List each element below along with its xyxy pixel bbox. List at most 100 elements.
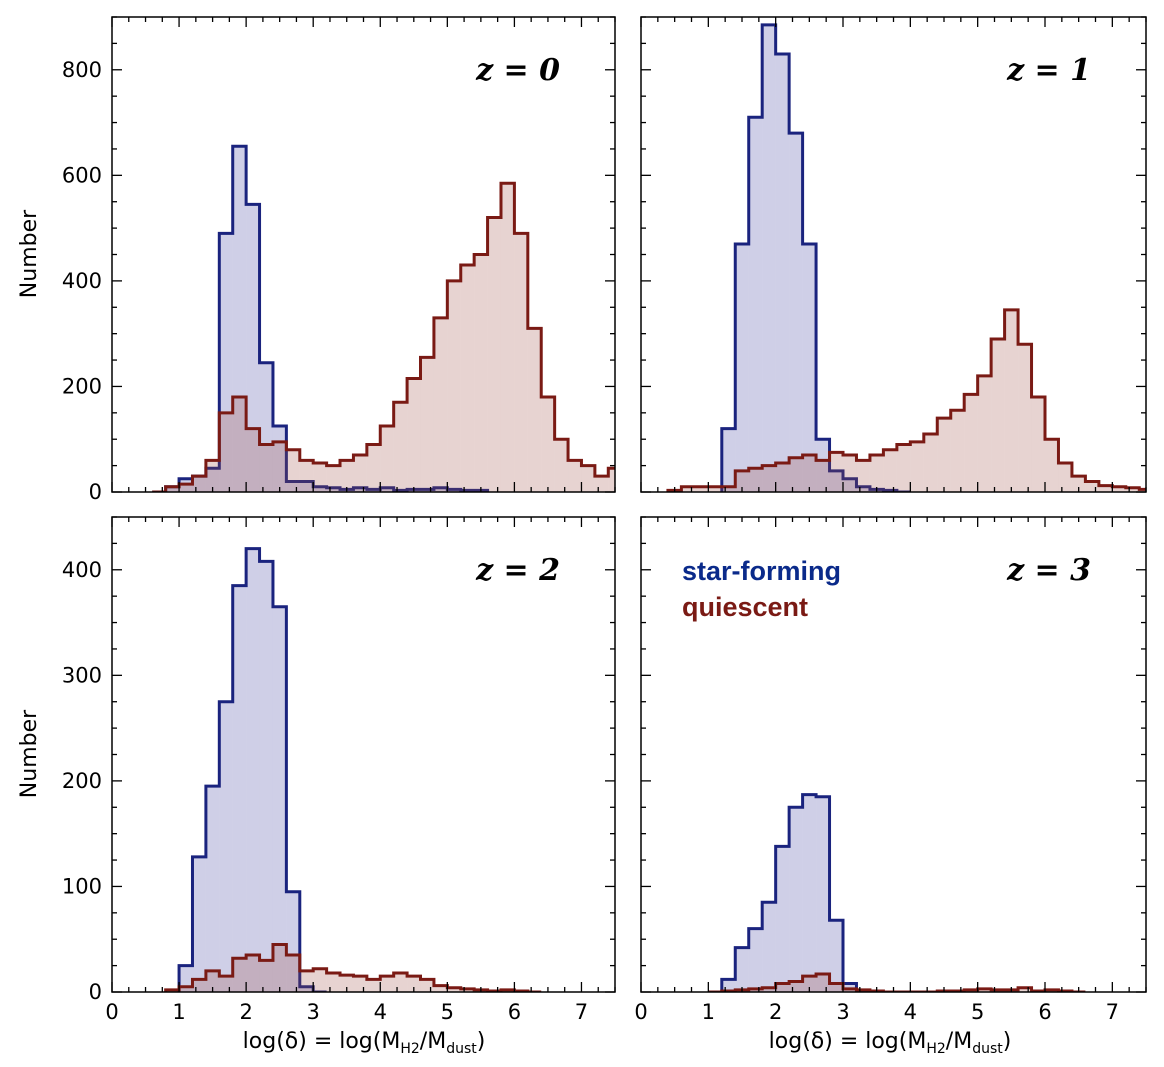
histogram-bar — [568, 460, 582, 492]
histogram-bar — [1071, 476, 1086, 492]
histogram-bar — [246, 428, 260, 492]
legend-quiescent: quiescent — [682, 592, 808, 622]
histogram-bar — [165, 486, 180, 492]
histogram-bar — [179, 484, 193, 492]
legend-star-forming: star-forming — [682, 556, 841, 586]
histogram-bar — [299, 970, 314, 992]
histogram-bar — [259, 444, 273, 492]
histogram-bar — [735, 243, 749, 492]
histogram-bar — [923, 433, 938, 492]
histogram-outline — [708, 793, 870, 992]
histogram-bar — [219, 976, 233, 992]
histogram-bar — [977, 988, 992, 992]
histogram-bar — [313, 968, 327, 992]
x-tick-label: 3 — [307, 1000, 320, 1024]
histogram-bar — [694, 486, 709, 492]
series-star-forming — [708, 793, 870, 992]
histogram-bar — [748, 468, 763, 492]
series-star-forming — [177, 547, 327, 992]
histogram-bar — [856, 486, 870, 492]
histogram-outline — [177, 547, 327, 992]
histogram-bar — [950, 410, 965, 492]
histogram-bar — [721, 428, 736, 492]
histogram-bar — [447, 280, 461, 492]
axes-frame — [640, 16, 1147, 493]
histogram-bar — [232, 585, 247, 992]
histogram-bar — [1058, 462, 1072, 492]
histogram-bar — [447, 987, 461, 992]
x-tick-label: 6 — [1038, 1000, 1051, 1024]
histogram-bar — [232, 146, 247, 492]
histogram-bar — [340, 460, 354, 492]
histogram-bar — [272, 606, 287, 992]
redshift-label: z = 2 — [475, 553, 560, 588]
histogram-bar — [816, 796, 830, 992]
histogram-bar — [366, 444, 381, 492]
histogram-bar — [313, 462, 327, 492]
histogram-bar — [816, 460, 830, 492]
histogram-bar — [1018, 987, 1032, 992]
histogram-bar — [286, 481, 300, 492]
histogram-bar — [179, 986, 193, 992]
histogram-bar — [246, 548, 260, 992]
x-tick-label: 4 — [374, 1000, 387, 1024]
histogram-bar — [380, 976, 394, 992]
histogram-bar — [1125, 487, 1140, 492]
histogram-bar — [420, 979, 434, 992]
histogram-bar — [977, 375, 992, 492]
histogram-bar — [299, 460, 314, 492]
histogram-bar — [286, 955, 300, 992]
histogram-bar — [313, 486, 327, 492]
histogram-bar — [554, 439, 569, 492]
histogram-bar — [487, 217, 501, 492]
x-tick-label: 2 — [239, 1000, 252, 1024]
histogram-bar — [829, 452, 843, 492]
histogram-bar — [232, 958, 247, 992]
histogram-bar — [407, 378, 421, 492]
histogram-bar — [353, 976, 367, 992]
histogram-bar — [246, 955, 260, 992]
x-tick-label: 0 — [634, 1000, 647, 1024]
histogram-bar — [608, 468, 615, 492]
plot-area — [708, 793, 1086, 992]
x-tick-label: 1 — [702, 1000, 715, 1024]
histogram-bar — [991, 338, 1005, 492]
histogram-bar — [460, 265, 475, 492]
histogram-bar — [272, 944, 287, 992]
histogram-bar — [326, 465, 341, 492]
y-axis-label-bottom: Number — [17, 709, 42, 798]
histogram-bar — [286, 891, 300, 992]
panel-bottom-right: 0 1 2 3 4 5 6 7 z = 3 — [634, 516, 1147, 1024]
histogram-bar — [829, 470, 843, 492]
histogram-bar — [219, 701, 233, 992]
x-tick-label: 5 — [441, 1000, 454, 1024]
histogram-bar — [232, 397, 247, 492]
histogram-bar — [353, 455, 367, 492]
histogram-bar — [407, 976, 421, 992]
histogram-bar — [829, 983, 843, 992]
redshift-label: z = 1 — [1006, 53, 1091, 88]
x-axis-label-left: log(δ) = log(MH2/Mdust) — [243, 1029, 486, 1057]
histogram-bar — [353, 487, 367, 492]
x-tick-label: 4 — [904, 1000, 917, 1024]
histogram-bar — [219, 412, 233, 492]
plot-area — [152, 144, 615, 492]
histogram-bar — [775, 462, 790, 492]
histogram-bar — [420, 357, 434, 492]
histogram-bar — [433, 317, 448, 492]
histogram-bar — [393, 402, 408, 492]
histogram-bar — [500, 183, 515, 492]
histogram-outline — [708, 972, 1086, 992]
y-tick-label: 200 — [62, 374, 102, 398]
histogram-bar — [594, 476, 609, 492]
x-tick-label: 7 — [575, 1000, 588, 1024]
histogram-bar — [843, 478, 857, 492]
histogram-bar — [165, 486, 180, 492]
histogram-bar — [856, 460, 870, 492]
histogram-bar — [843, 455, 857, 492]
histogram-bar — [286, 449, 300, 492]
histogram-bar — [1085, 481, 1099, 492]
histogram-bar — [299, 986, 314, 992]
